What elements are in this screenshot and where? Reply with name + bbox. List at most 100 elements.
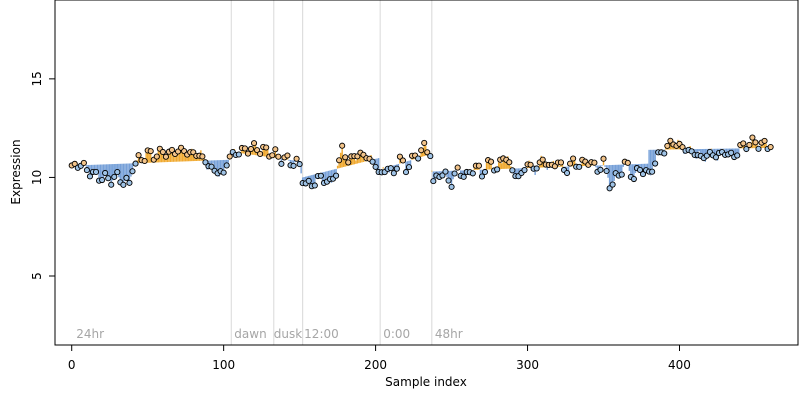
sample-point: [430, 178, 437, 185]
sample-point: [220, 169, 227, 176]
sample-point: [761, 137, 768, 144]
y-tick-label: 15: [30, 71, 44, 86]
x-axis: 0 100 200 300 400: [68, 344, 691, 372]
x-tick-label: 400: [668, 358, 691, 372]
x-tick-label: 0: [68, 358, 76, 372]
sample-point: [481, 168, 489, 176]
sample-point: [257, 150, 264, 157]
sample-point: [126, 179, 133, 186]
sample-point: [108, 181, 115, 188]
y-axis: 5 10 15: [30, 71, 56, 280]
sample-point: [123, 174, 130, 181]
sample-point: [712, 154, 720, 161]
sample-point: [235, 151, 242, 158]
sample-point: [159, 148, 166, 156]
sample-point: [199, 153, 206, 160]
sample-point: [244, 150, 252, 157]
sample-point: [80, 159, 87, 166]
sample-point: [478, 173, 486, 180]
sample-point: [317, 172, 324, 179]
sample-point: [208, 163, 215, 170]
sample-point: [132, 160, 139, 167]
sample-point: [111, 173, 118, 180]
sample-point: [494, 166, 501, 173]
y-axis-title: Expression: [9, 139, 23, 204]
period-annotation: 24hr: [76, 327, 104, 341]
sample-point: [399, 157, 406, 164]
sample-point: [661, 150, 668, 157]
sample-point: [293, 155, 300, 162]
sample-point: [305, 177, 312, 184]
sample-points: [68, 134, 774, 192]
period-annotation: dawn: [234, 327, 266, 341]
sample-point: [390, 170, 397, 177]
sample-point: [509, 167, 516, 174]
period-annotation: 48hr: [435, 327, 463, 341]
sample-point: [272, 146, 279, 153]
sample-point: [728, 149, 735, 156]
sample-point: [743, 145, 750, 153]
sample-point: [284, 152, 291, 159]
sample-point: [129, 168, 136, 175]
sample-point: [387, 165, 394, 172]
y-tick-label: 5: [30, 272, 44, 280]
sample-point: [336, 157, 343, 164]
sample-point: [114, 169, 121, 176]
period-annotation: 12:00: [304, 327, 339, 341]
sample-point: [652, 160, 659, 167]
sample-point: [290, 162, 297, 169]
sample-point: [369, 158, 376, 165]
sample-point: [567, 160, 574, 167]
period-annotation: 0:00: [383, 327, 410, 341]
sample-point: [533, 165, 540, 172]
sample-point: [405, 164, 413, 171]
sample-point: [120, 181, 127, 188]
sample-point: [339, 142, 346, 149]
sample-point: [557, 159, 565, 166]
sample-point: [99, 176, 106, 184]
sample-point: [752, 139, 759, 146]
sample-point: [746, 141, 753, 148]
sample-point: [168, 146, 176, 153]
sample-point: [102, 169, 109, 177]
sample-point: [609, 181, 616, 188]
sample-point: [576, 163, 583, 170]
sample-point: [92, 168, 100, 176]
sample-point: [162, 153, 169, 160]
sample-point: [247, 145, 255, 153]
sample-point: [263, 144, 270, 151]
sample-point: [442, 168, 449, 175]
sample-point: [475, 162, 482, 169]
period-annotation: dusk: [274, 327, 302, 341]
sample-point: [639, 171, 647, 178]
y-tick-label: 10: [30, 170, 44, 185]
sample-point: [749, 134, 756, 141]
sample-point: [618, 171, 625, 178]
x-axis-title: Sample index: [385, 375, 467, 389]
sample-point: [86, 173, 93, 180]
sample-point: [488, 158, 495, 165]
plot-frame: [54, 0, 799, 346]
period-annotations: 24hr dawn dusk 12:00 0:00 48hr: [76, 327, 462, 341]
sample-point: [600, 155, 607, 162]
sample-point: [402, 169, 410, 176]
sample-point: [396, 153, 403, 160]
sample-point: [624, 159, 631, 166]
sample-point: [342, 154, 349, 161]
sample-point: [439, 172, 446, 179]
sample-point: [269, 152, 276, 159]
sample-point: [506, 159, 513, 166]
sample-point: [372, 163, 379, 170]
sample-point: [105, 175, 112, 182]
sample-point: [421, 139, 428, 146]
sample-point: [226, 153, 233, 160]
sample-point: [83, 167, 90, 174]
sample-point: [734, 152, 741, 159]
sample-point: [147, 148, 154, 155]
sample-point: [603, 167, 610, 175]
sample-point: [202, 159, 209, 166]
sample-point: [415, 155, 422, 162]
sample-point: [448, 183, 455, 190]
sample-point: [664, 142, 671, 149]
sample-point: [521, 166, 528, 174]
